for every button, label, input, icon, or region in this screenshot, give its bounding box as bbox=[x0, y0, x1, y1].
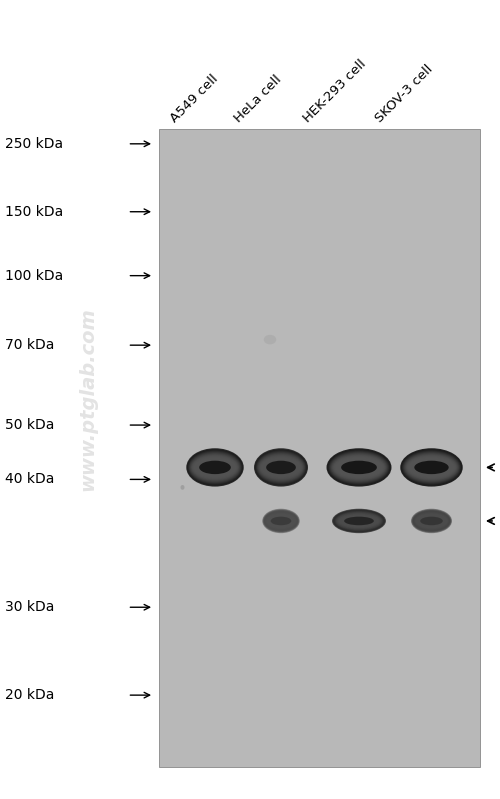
Ellipse shape bbox=[344, 517, 374, 525]
Ellipse shape bbox=[259, 455, 303, 480]
Text: HEK-293 cell: HEK-293 cell bbox=[301, 58, 368, 125]
Ellipse shape bbox=[332, 509, 386, 533]
Ellipse shape bbox=[254, 449, 308, 486]
Text: www.ptglab.com: www.ptglab.com bbox=[78, 308, 97, 491]
Bar bbox=[159, 129, 480, 767]
Text: A549 cell: A549 cell bbox=[168, 73, 221, 125]
Ellipse shape bbox=[187, 449, 243, 486]
Text: 100 kDa: 100 kDa bbox=[5, 268, 63, 283]
Ellipse shape bbox=[411, 509, 452, 533]
Ellipse shape bbox=[256, 451, 306, 483]
Ellipse shape bbox=[335, 511, 383, 531]
Ellipse shape bbox=[329, 451, 389, 483]
Ellipse shape bbox=[186, 448, 244, 487]
Ellipse shape bbox=[192, 455, 238, 480]
Ellipse shape bbox=[264, 335, 276, 344]
Ellipse shape bbox=[412, 509, 452, 533]
Ellipse shape bbox=[406, 455, 457, 480]
Ellipse shape bbox=[190, 453, 240, 482]
Ellipse shape bbox=[188, 451, 242, 483]
Ellipse shape bbox=[263, 509, 299, 533]
Ellipse shape bbox=[328, 450, 390, 485]
Ellipse shape bbox=[190, 452, 240, 483]
Ellipse shape bbox=[192, 456, 238, 479]
Ellipse shape bbox=[334, 510, 384, 532]
Ellipse shape bbox=[404, 453, 458, 482]
Ellipse shape bbox=[264, 510, 298, 532]
Ellipse shape bbox=[334, 456, 384, 479]
Ellipse shape bbox=[266, 512, 296, 530]
Ellipse shape bbox=[406, 454, 458, 481]
Ellipse shape bbox=[413, 511, 450, 531]
Ellipse shape bbox=[264, 511, 298, 531]
Ellipse shape bbox=[407, 456, 456, 479]
Ellipse shape bbox=[404, 452, 460, 483]
Ellipse shape bbox=[328, 449, 390, 486]
Ellipse shape bbox=[402, 450, 461, 485]
Ellipse shape bbox=[414, 461, 448, 474]
Ellipse shape bbox=[332, 455, 386, 480]
Text: 250 kDa: 250 kDa bbox=[5, 137, 63, 151]
Ellipse shape bbox=[336, 512, 382, 530]
Text: 70 kDa: 70 kDa bbox=[5, 338, 54, 352]
Text: 150 kDa: 150 kDa bbox=[5, 205, 63, 219]
Ellipse shape bbox=[260, 456, 302, 479]
Ellipse shape bbox=[414, 512, 449, 530]
Ellipse shape bbox=[270, 517, 291, 525]
Ellipse shape bbox=[266, 461, 296, 474]
Ellipse shape bbox=[415, 513, 448, 529]
Ellipse shape bbox=[338, 514, 380, 528]
Ellipse shape bbox=[337, 513, 381, 529]
Ellipse shape bbox=[180, 485, 184, 490]
Ellipse shape bbox=[334, 511, 384, 531]
Ellipse shape bbox=[265, 512, 297, 530]
Ellipse shape bbox=[412, 511, 451, 531]
Ellipse shape bbox=[401, 449, 462, 486]
Ellipse shape bbox=[336, 512, 382, 530]
Ellipse shape bbox=[332, 509, 386, 533]
Ellipse shape bbox=[264, 511, 298, 531]
Text: 30 kDa: 30 kDa bbox=[5, 600, 54, 614]
Ellipse shape bbox=[331, 453, 387, 482]
Ellipse shape bbox=[403, 451, 460, 483]
Ellipse shape bbox=[341, 461, 377, 474]
Text: SKOV-3 cell: SKOV-3 cell bbox=[374, 63, 436, 125]
Ellipse shape bbox=[326, 448, 392, 487]
Ellipse shape bbox=[400, 448, 463, 487]
Ellipse shape bbox=[199, 461, 231, 474]
Text: HeLa cell: HeLa cell bbox=[232, 74, 284, 125]
Ellipse shape bbox=[262, 509, 300, 533]
Ellipse shape bbox=[330, 452, 388, 483]
Ellipse shape bbox=[332, 454, 386, 481]
Ellipse shape bbox=[258, 453, 304, 482]
Ellipse shape bbox=[188, 450, 242, 485]
Ellipse shape bbox=[420, 517, 443, 525]
Ellipse shape bbox=[254, 448, 308, 487]
Text: 50 kDa: 50 kDa bbox=[5, 418, 54, 432]
Ellipse shape bbox=[256, 450, 306, 485]
Ellipse shape bbox=[258, 454, 304, 481]
Ellipse shape bbox=[257, 452, 305, 483]
Text: 20 kDa: 20 kDa bbox=[5, 688, 54, 702]
Ellipse shape bbox=[191, 454, 239, 481]
Ellipse shape bbox=[414, 512, 448, 530]
Text: 40 kDa: 40 kDa bbox=[5, 472, 54, 487]
Ellipse shape bbox=[412, 510, 451, 532]
